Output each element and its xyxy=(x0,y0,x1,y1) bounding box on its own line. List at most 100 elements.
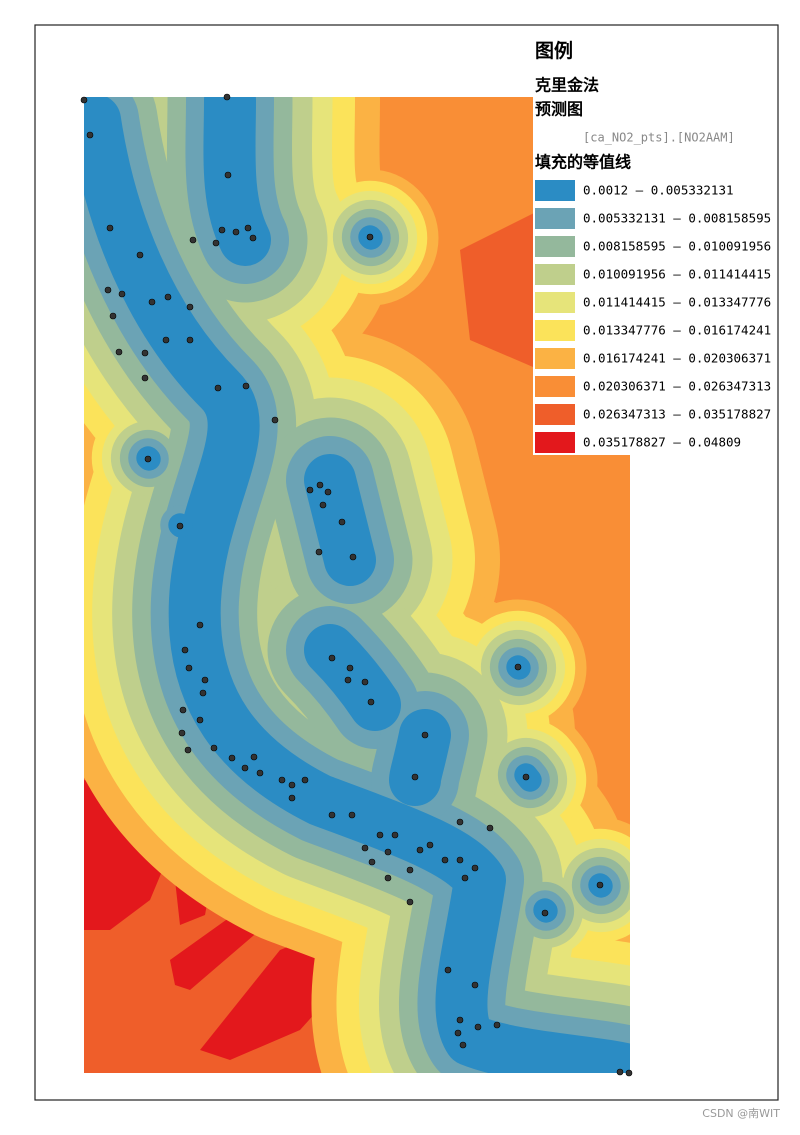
legend-swatch xyxy=(535,348,575,369)
sample-point xyxy=(178,729,186,737)
sample-point xyxy=(184,746,192,754)
legend-label: 0.013347776 – 0.016174241 xyxy=(583,323,771,338)
sample-point xyxy=(288,794,296,802)
sample-point xyxy=(474,1023,482,1031)
sample-point xyxy=(176,522,184,530)
sample-point xyxy=(328,654,336,662)
legend-swatch xyxy=(535,376,575,397)
contour-band xyxy=(203,97,271,266)
sample-point xyxy=(106,224,114,232)
sample-point xyxy=(315,548,323,556)
sample-point xyxy=(454,1029,462,1037)
sample-point xyxy=(384,848,392,856)
sample-point xyxy=(426,841,434,849)
sample-point xyxy=(367,698,375,706)
legend-swatch xyxy=(535,292,575,313)
sample-point xyxy=(249,234,257,242)
sample-point xyxy=(306,486,314,494)
sample-point xyxy=(456,818,464,826)
sample-point xyxy=(242,382,250,390)
sample-point xyxy=(456,1016,464,1024)
contour-band xyxy=(389,709,451,806)
sample-point xyxy=(189,236,197,244)
sample-point xyxy=(278,776,286,784)
sample-point xyxy=(416,846,424,854)
sample-point xyxy=(148,298,156,306)
legend-label: 0.020306371 – 0.026347313 xyxy=(583,379,771,394)
sample-point xyxy=(316,481,324,489)
legend-layer: 克里金法 xyxy=(535,76,599,95)
sample-point xyxy=(186,303,194,311)
legend-swatch xyxy=(535,264,575,285)
sample-point xyxy=(348,811,356,819)
sample-point xyxy=(444,966,452,974)
sample-point xyxy=(471,864,479,872)
legend-swatch xyxy=(535,432,575,453)
sample-point xyxy=(361,678,369,686)
sample-point xyxy=(338,518,346,526)
sample-point xyxy=(186,336,194,344)
sample-point xyxy=(301,776,309,784)
legend-label: 0.005332131 – 0.008158595 xyxy=(583,211,771,226)
sample-point xyxy=(86,131,94,139)
legend-subtitle: 预测图 xyxy=(535,100,583,119)
sample-point xyxy=(406,866,414,874)
sample-point xyxy=(493,1021,501,1029)
sample-point xyxy=(232,228,240,236)
legend-label: 0.011414415 – 0.013347776 xyxy=(583,295,771,310)
sample-point xyxy=(244,224,252,232)
sample-point xyxy=(522,773,530,781)
sample-point xyxy=(212,239,220,247)
sample-point xyxy=(210,744,218,752)
sample-point xyxy=(514,663,522,671)
legend-label: 0.035178827 – 0.04809 xyxy=(583,435,741,450)
sample-point xyxy=(218,226,226,234)
sample-point xyxy=(196,621,204,629)
sample-point xyxy=(596,881,604,889)
sample-point xyxy=(349,553,357,561)
sample-point xyxy=(391,831,399,839)
legend-swatch xyxy=(535,208,575,229)
legend-label: 0.0012 – 0.005332131 xyxy=(583,183,734,198)
sample-point xyxy=(616,1068,624,1076)
sample-point xyxy=(136,251,144,259)
sample-point xyxy=(406,898,414,906)
sample-point xyxy=(80,96,88,104)
legend-field: [ca_NO2_pts].[NO2AAM] xyxy=(583,131,735,145)
sample-point xyxy=(241,764,249,772)
sample-point xyxy=(214,384,222,392)
legend-swatch xyxy=(535,236,575,257)
sample-point xyxy=(344,676,352,684)
sample-point xyxy=(224,171,232,179)
sample-point xyxy=(486,824,494,832)
sample-point xyxy=(376,831,384,839)
sample-point xyxy=(109,312,117,320)
sample-point xyxy=(223,93,231,101)
sample-point xyxy=(185,664,193,672)
sample-point xyxy=(461,874,469,882)
sample-point xyxy=(271,416,279,424)
sample-point xyxy=(541,909,549,917)
legend-label: 0.010091956 – 0.011414415 xyxy=(583,267,771,282)
sample-point xyxy=(118,290,126,298)
sample-point xyxy=(328,811,336,819)
sample-point xyxy=(179,706,187,714)
sample-point xyxy=(196,716,204,724)
sample-point xyxy=(456,856,464,864)
legend-swatch xyxy=(535,404,575,425)
legend-label: 0.016174241 – 0.020306371 xyxy=(583,351,771,366)
sample-point xyxy=(256,769,264,777)
legend-swatch xyxy=(535,180,575,201)
sample-point xyxy=(324,488,332,496)
sample-point xyxy=(144,455,152,463)
sample-point xyxy=(319,501,327,509)
sample-point xyxy=(181,646,189,654)
contour-band xyxy=(304,454,376,586)
sample-point xyxy=(164,293,172,301)
sample-point xyxy=(459,1041,467,1049)
legend-label: 0.008158595 – 0.010091956 xyxy=(583,239,771,254)
sample-point xyxy=(441,856,449,864)
legend-label: 0.026347313 – 0.035178827 xyxy=(583,407,771,422)
